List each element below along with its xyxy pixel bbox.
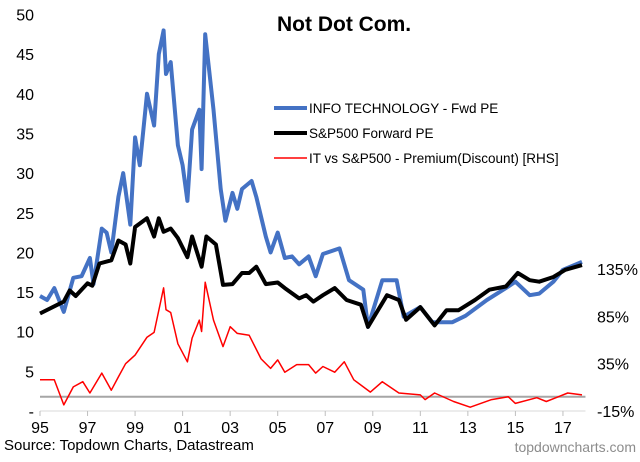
left-tick-label: 40 (16, 87, 34, 104)
left-tick-label: 10 (16, 325, 34, 342)
right-axis: 135% 85% 35% -15% (597, 262, 638, 421)
left-tick-label: - (29, 404, 34, 421)
series-line-1 (39, 28, 583, 329)
chart-title: Not Dot Com. (277, 13, 411, 36)
x-tick-label: 01 (174, 420, 192, 437)
series-line-2 (39, 216, 583, 329)
x-tick-label: 99 (126, 420, 144, 437)
left-tick-label: 20 (16, 245, 34, 262)
watermark: topdowncharts.com (515, 439, 636, 455)
left-tick-label: 35 (16, 126, 34, 143)
series-line-3 (40, 281, 583, 408)
source-note: Source: Topdown Charts, Datastream (4, 437, 254, 454)
left-tick-label: 25 (16, 206, 34, 223)
left-tick-label: 45 (16, 47, 34, 64)
series-group (39, 28, 583, 408)
x-tick-label: 05 (269, 420, 287, 437)
left-tick-label: 30 (16, 166, 34, 183)
x-tick-label: 03 (221, 420, 239, 437)
x-axis: 95 97 99 01 03 05 07 09 11 13 15 17 (31, 410, 586, 437)
legend-label: IT vs S&P500 - Premium(Discount) [RHS] (309, 151, 559, 166)
x-tick-label: 11 (412, 420, 429, 437)
x-tick-label: 17 (554, 420, 572, 437)
legend: INFO TECHNOLOGY - Fwd PE S&P500 Forward P… (274, 101, 559, 166)
x-tick-label: 15 (507, 420, 525, 437)
right-tick-label: 85% (597, 309, 629, 326)
x-tick-label: 09 (364, 420, 382, 437)
x-tick-label: 07 (316, 420, 334, 437)
x-tick-label: 97 (79, 420, 97, 437)
left-axis: 50 45 40 35 30 25 20 15 10 5 - (16, 8, 34, 422)
legend-label: INFO TECHNOLOGY - Fwd PE (309, 101, 498, 116)
left-tick-label: 15 (16, 285, 34, 302)
x-tick-label: 95 (31, 420, 49, 437)
left-tick-label: 50 (16, 8, 34, 25)
x-tick-label: 13 (459, 420, 477, 437)
right-tick-label: -15% (597, 404, 634, 421)
left-tick-label: 5 (25, 364, 34, 381)
right-tick-label: 135% (597, 262, 638, 279)
legend-label: S&P500 Forward PE (309, 126, 434, 141)
right-tick-label: 35% (597, 357, 629, 374)
